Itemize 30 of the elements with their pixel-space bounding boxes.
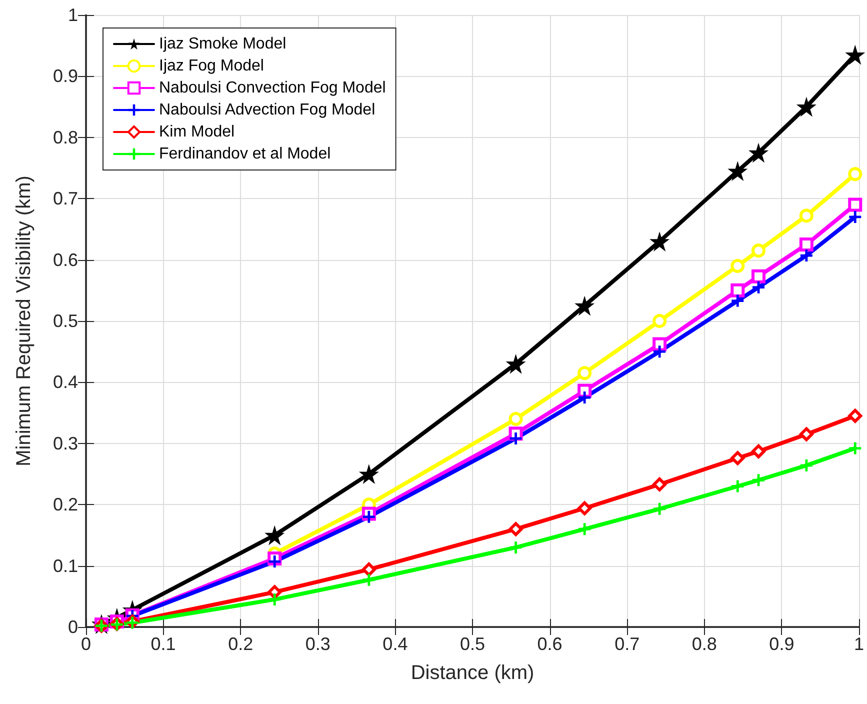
legend-label: Kim Model bbox=[159, 124, 235, 140]
legend-label: Naboulsi Convection Fog Model bbox=[159, 80, 386, 96]
x-tick-label: 0.4 bbox=[382, 634, 408, 654]
y-tick-label: 0.6 bbox=[52, 250, 78, 270]
x-tick-label: 0.1 bbox=[150, 634, 176, 654]
y-tick-label: 1 bbox=[68, 5, 78, 25]
x-tick-label: 0.9 bbox=[769, 634, 794, 654]
legend-label: Naboulsi Advection Fog Model bbox=[159, 102, 376, 118]
y-tick-label: 0.4 bbox=[52, 372, 78, 392]
x-tick-label: 0.8 bbox=[692, 634, 717, 654]
legend-label: Ferdinandov et al Model bbox=[159, 146, 331, 162]
x-tick-label: 0.3 bbox=[305, 634, 330, 654]
legend-label: Ijaz Fog Model bbox=[159, 58, 264, 74]
y-tick-label: 0.2 bbox=[52, 494, 78, 515]
y-tick-label: 0.5 bbox=[52, 311, 78, 331]
y-tick-label: 0.9 bbox=[52, 66, 78, 86]
x-tick-label: 0.2 bbox=[228, 634, 254, 654]
y-tick-label: 0.1 bbox=[52, 556, 78, 576]
x-tick-label: 0 bbox=[80, 634, 92, 654]
x-tick-label: 0.7 bbox=[614, 634, 640, 654]
y-axis-title: Minimum Required Visibility (km) bbox=[13, 176, 35, 466]
x-axis-title: Distance (km) bbox=[410, 662, 534, 684]
x-tick-label: 1 bbox=[854, 634, 864, 654]
x-tick-label: 0.6 bbox=[537, 634, 562, 654]
y-tick-label: 0 bbox=[68, 617, 78, 637]
x-tick-label: 0.5 bbox=[460, 634, 486, 654]
y-tick-label: 0.7 bbox=[52, 188, 78, 209]
y-tick-label: 0.8 bbox=[52, 127, 78, 148]
y-tick-label: 0.3 bbox=[52, 433, 78, 454]
legend-label: Ijaz Smoke Model bbox=[159, 36, 286, 52]
